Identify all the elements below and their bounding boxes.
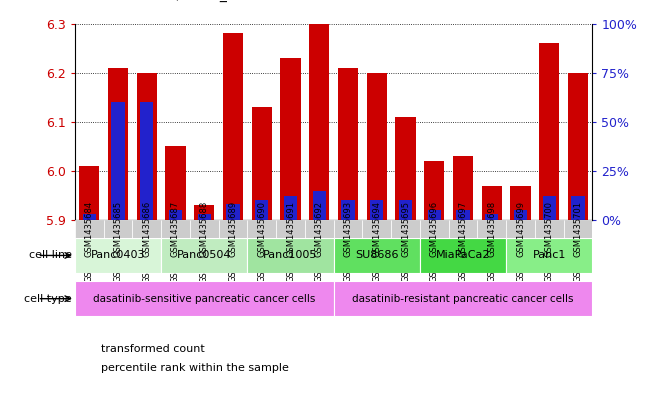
Bar bbox=[485, 214, 498, 220]
Bar bbox=[420, 220, 449, 238]
Bar bbox=[75, 281, 333, 316]
Text: SU8686: SU8686 bbox=[355, 250, 398, 261]
Bar bbox=[132, 220, 161, 238]
Bar bbox=[305, 220, 333, 238]
Bar bbox=[370, 200, 383, 220]
Bar bbox=[309, 24, 329, 220]
Bar bbox=[399, 200, 412, 220]
Text: GSM1435688: GSM1435688 bbox=[200, 201, 209, 257]
Bar bbox=[363, 220, 391, 238]
Bar bbox=[395, 117, 415, 220]
Bar bbox=[75, 238, 161, 273]
Bar bbox=[333, 281, 592, 316]
Bar bbox=[137, 73, 157, 220]
Text: Panc1005: Panc1005 bbox=[263, 250, 318, 261]
Text: GSM1435696: GSM1435696 bbox=[430, 201, 439, 257]
Bar bbox=[169, 210, 182, 220]
Bar bbox=[161, 220, 190, 238]
Bar bbox=[391, 220, 420, 238]
Bar bbox=[535, 220, 564, 238]
Bar bbox=[190, 220, 219, 238]
Bar bbox=[227, 204, 240, 220]
Text: GSM1435692: GSM1435692 bbox=[315, 201, 324, 257]
Text: GSM1435689: GSM1435689 bbox=[229, 201, 238, 257]
Bar bbox=[83, 214, 96, 220]
Bar bbox=[338, 68, 358, 220]
Text: Panc0403: Panc0403 bbox=[90, 250, 145, 261]
Text: GSM1435685: GSM1435685 bbox=[113, 201, 122, 257]
Bar bbox=[104, 220, 132, 238]
Bar bbox=[420, 238, 506, 273]
Bar bbox=[312, 191, 326, 220]
Bar bbox=[276, 220, 305, 238]
Bar bbox=[453, 156, 473, 220]
Bar bbox=[564, 220, 592, 238]
Bar bbox=[198, 214, 211, 220]
Bar bbox=[247, 238, 333, 273]
Bar bbox=[111, 102, 124, 220]
Bar bbox=[367, 73, 387, 220]
Text: dasatinib-sensitive pancreatic cancer cells: dasatinib-sensitive pancreatic cancer ce… bbox=[93, 294, 316, 304]
Text: percentile rank within the sample: percentile rank within the sample bbox=[101, 364, 288, 373]
Text: GSM1435697: GSM1435697 bbox=[458, 201, 467, 257]
Text: GSM1435698: GSM1435698 bbox=[488, 201, 496, 257]
Bar bbox=[333, 238, 420, 273]
Text: GSM1435699: GSM1435699 bbox=[516, 201, 525, 257]
Text: GSM1435684: GSM1435684 bbox=[85, 201, 94, 257]
Text: GSM1435694: GSM1435694 bbox=[372, 201, 381, 257]
Bar bbox=[543, 196, 556, 220]
Text: GSM1435687: GSM1435687 bbox=[171, 201, 180, 257]
Text: cell line: cell line bbox=[29, 250, 72, 261]
Bar bbox=[477, 220, 506, 238]
Bar bbox=[342, 200, 355, 220]
Bar bbox=[79, 166, 100, 220]
Bar bbox=[255, 200, 268, 220]
Text: GSM1435701: GSM1435701 bbox=[574, 201, 583, 257]
Bar bbox=[506, 220, 535, 238]
Bar bbox=[223, 33, 243, 220]
Bar bbox=[506, 238, 592, 273]
Text: GSM1435700: GSM1435700 bbox=[545, 201, 554, 257]
Bar bbox=[568, 73, 588, 220]
Bar bbox=[252, 107, 272, 220]
Bar bbox=[424, 161, 445, 220]
Bar bbox=[247, 220, 276, 238]
Text: Panc1: Panc1 bbox=[533, 250, 566, 261]
Bar bbox=[194, 206, 214, 220]
Bar bbox=[108, 68, 128, 220]
Text: transformed count: transformed count bbox=[101, 344, 204, 354]
Text: dasatinib-resistant pancreatic cancer cells: dasatinib-resistant pancreatic cancer ce… bbox=[352, 294, 574, 304]
Bar bbox=[284, 196, 297, 220]
Bar bbox=[482, 186, 502, 220]
Bar bbox=[281, 58, 301, 220]
Text: GSM1435695: GSM1435695 bbox=[401, 201, 410, 257]
Bar bbox=[140, 102, 153, 220]
Bar bbox=[219, 220, 247, 238]
Bar bbox=[539, 43, 559, 220]
Bar bbox=[428, 210, 441, 220]
Bar bbox=[510, 186, 531, 220]
Text: GSM1435691: GSM1435691 bbox=[286, 201, 295, 257]
Text: MiaPaCa2: MiaPaCa2 bbox=[436, 250, 490, 261]
Text: GSM1435686: GSM1435686 bbox=[143, 201, 151, 257]
Bar bbox=[161, 238, 247, 273]
Bar bbox=[165, 147, 186, 220]
Text: GSM1435690: GSM1435690 bbox=[257, 201, 266, 257]
Bar bbox=[572, 196, 585, 220]
Text: Panc0504: Panc0504 bbox=[177, 250, 232, 261]
Text: cell type: cell type bbox=[24, 294, 72, 304]
Bar bbox=[449, 220, 477, 238]
Text: GDS5627 / ILMN_1704089: GDS5627 / ILMN_1704089 bbox=[107, 0, 289, 2]
Bar bbox=[456, 210, 469, 220]
Bar bbox=[75, 220, 104, 238]
Text: GSM1435693: GSM1435693 bbox=[344, 201, 352, 257]
Bar bbox=[514, 210, 527, 220]
Bar bbox=[333, 220, 363, 238]
